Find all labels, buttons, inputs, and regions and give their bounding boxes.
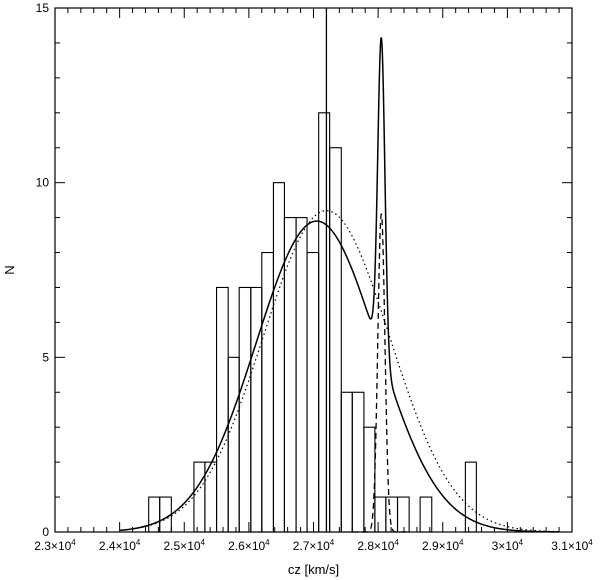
x-tick-label: 2.3×104 xyxy=(34,538,76,553)
histogram-bar xyxy=(272,182,285,533)
narrow-component-curve xyxy=(352,213,411,533)
x-tick-labels: 2.3×104 2.4×104 2.5×104 2.6×104 2.7×104 2.8×1… xyxy=(34,538,593,553)
x-tick-label: 2.4×104 xyxy=(99,538,141,553)
x-tick-label: 3.1×104 xyxy=(551,538,593,553)
histogram-bar xyxy=(227,356,240,533)
histogram-bar xyxy=(250,286,263,533)
histogram-bar xyxy=(148,496,161,533)
x-tick-label: 3×104 xyxy=(492,538,524,553)
x-tick-label: 2.7×104 xyxy=(293,538,335,553)
histogram-bar xyxy=(295,217,308,533)
y-tick-label: 0 xyxy=(42,525,49,539)
y-tick-label: 15 xyxy=(36,1,50,15)
histogram-bar xyxy=(396,496,410,533)
histogram-bar xyxy=(306,251,320,533)
histogram-bar xyxy=(385,496,399,533)
x-tick-label: 2.8×104 xyxy=(357,538,399,553)
histogram-bar xyxy=(374,496,387,533)
y-tick-label: 5 xyxy=(42,350,49,364)
histogram-bar xyxy=(283,217,297,533)
x-axis-label: cz [km/s] xyxy=(288,562,339,577)
total-fit-curve xyxy=(119,37,560,533)
y-axis-label: N xyxy=(2,265,17,274)
plot-frame xyxy=(54,7,573,533)
histogram-bar xyxy=(193,461,206,533)
histogram-bars xyxy=(148,112,477,533)
histogram-bar xyxy=(340,391,353,533)
histogram-bar xyxy=(351,391,365,533)
axes-ticks xyxy=(54,7,573,533)
fit-curves xyxy=(119,37,560,533)
y-tick-label: 10 xyxy=(36,176,50,190)
x-tick-label: 2.5×104 xyxy=(164,538,206,553)
histogram-bar xyxy=(238,286,252,533)
histogram-bar xyxy=(329,147,342,533)
histogram-bar xyxy=(318,112,331,533)
histogram-bar xyxy=(419,496,433,533)
y-tick-labels: 0 5 10 15 xyxy=(36,1,50,539)
single-gaussian-curve xyxy=(119,210,560,533)
x-tick-label: 2.6×104 xyxy=(228,538,270,553)
histogram-bar xyxy=(216,286,229,533)
x-tick-label: 2.9×104 xyxy=(422,538,464,553)
histogram-bar xyxy=(159,496,172,533)
